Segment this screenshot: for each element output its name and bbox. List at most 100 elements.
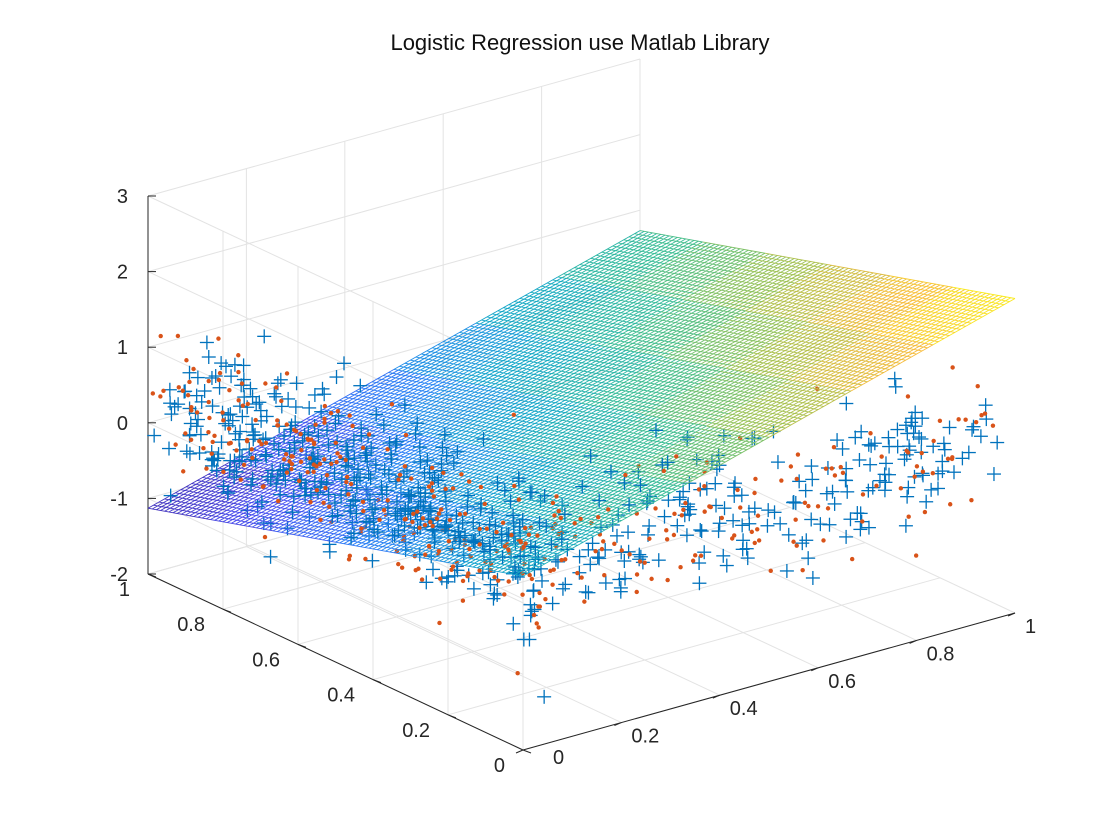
mesh-line <box>461 396 545 444</box>
plus-marker <box>693 522 708 537</box>
mesh-line <box>238 416 321 464</box>
plus-marker <box>361 467 376 482</box>
plus-marker <box>340 443 355 458</box>
plus-marker <box>572 549 587 564</box>
dot-marker <box>681 507 686 512</box>
mesh-line <box>418 327 502 375</box>
plus-marker <box>287 435 302 450</box>
mesh-line <box>438 453 521 501</box>
plus-marker <box>717 501 732 516</box>
mesh-line <box>744 403 808 417</box>
plus-marker <box>346 494 361 509</box>
mesh-line <box>710 380 793 428</box>
mesh-line <box>581 402 645 416</box>
dot-marker <box>350 423 355 429</box>
x-tick-label: 0.2 <box>631 726 659 748</box>
mesh-line <box>472 464 535 477</box>
plus-marker <box>191 412 206 427</box>
plus-marker <box>289 376 304 391</box>
mesh-line <box>419 540 483 553</box>
plus-marker <box>220 486 235 501</box>
mesh-line <box>488 462 571 510</box>
mesh-line <box>518 485 581 498</box>
mesh-line <box>325 454 388 467</box>
mesh-line <box>484 277 567 326</box>
dot-marker <box>520 592 525 597</box>
mesh-line <box>476 521 560 569</box>
mesh-line <box>761 394 824 407</box>
mesh-line <box>764 389 848 437</box>
mesh-line <box>509 282 592 330</box>
dot-marker <box>599 546 605 552</box>
mesh-line <box>870 333 934 346</box>
plus-marker <box>254 495 269 510</box>
mesh-line <box>601 251 665 264</box>
plus-marker <box>441 523 456 538</box>
plus-marker <box>603 464 618 479</box>
plus-marker <box>955 451 970 466</box>
mesh-line <box>511 349 574 362</box>
mesh-line <box>475 416 538 429</box>
dot-marker <box>738 505 743 510</box>
mesh-line <box>761 267 845 315</box>
mesh-line <box>826 357 890 370</box>
mesh-line <box>824 312 887 325</box>
mesh-line <box>577 355 660 404</box>
mesh-line <box>424 389 507 437</box>
plus-marker <box>288 415 303 430</box>
mesh-line <box>531 347 614 395</box>
plus-marker <box>672 490 687 505</box>
mesh-line <box>657 359 721 372</box>
mesh-line <box>481 319 545 332</box>
dot-marker <box>515 670 520 676</box>
mesh-line <box>670 250 753 298</box>
mesh-line <box>570 232 653 280</box>
mesh-line <box>368 501 452 549</box>
mesh-line <box>734 323 817 371</box>
mesh-line <box>838 342 921 390</box>
mesh-line <box>349 375 432 423</box>
dot-marker <box>403 516 409 522</box>
mesh-line <box>767 329 850 377</box>
mesh-line <box>606 342 670 355</box>
dot-marker <box>317 461 323 467</box>
plus-marker <box>621 525 636 540</box>
mesh-line <box>518 528 602 576</box>
mesh-line <box>374 426 438 439</box>
mesh-line <box>404 362 468 376</box>
mesh-line <box>701 335 765 348</box>
mesh-line <box>722 382 806 430</box>
mesh-line <box>593 303 656 316</box>
plus-marker <box>878 456 893 471</box>
mesh-line <box>614 384 677 397</box>
mesh-line <box>627 423 691 436</box>
mesh-line <box>488 455 552 468</box>
mesh-line <box>690 434 753 448</box>
dot-marker <box>484 526 489 531</box>
dot-marker <box>579 575 584 580</box>
mesh-line <box>649 246 732 294</box>
mesh-line <box>472 337 556 385</box>
plus-marker <box>581 585 596 600</box>
mesh-line <box>688 295 752 309</box>
mesh-line <box>464 335 548 383</box>
mesh-line <box>878 281 942 294</box>
mesh-line <box>686 436 770 484</box>
dot-marker <box>207 415 212 421</box>
mesh-line <box>753 265 837 313</box>
plus-marker <box>473 501 488 516</box>
dot-marker <box>289 466 294 472</box>
mesh-line <box>420 388 503 436</box>
mesh-line <box>870 286 953 334</box>
plus-marker <box>740 551 755 566</box>
mesh-line <box>645 429 728 477</box>
mesh-line <box>293 487 377 536</box>
mesh-line <box>480 413 544 426</box>
mesh-line <box>571 315 634 328</box>
mesh-line <box>621 302 705 350</box>
mesh-line <box>469 419 533 432</box>
dot-marker <box>529 576 535 582</box>
mesh-line <box>804 370 868 383</box>
mesh-line <box>711 422 775 435</box>
mesh-line <box>476 555 540 568</box>
